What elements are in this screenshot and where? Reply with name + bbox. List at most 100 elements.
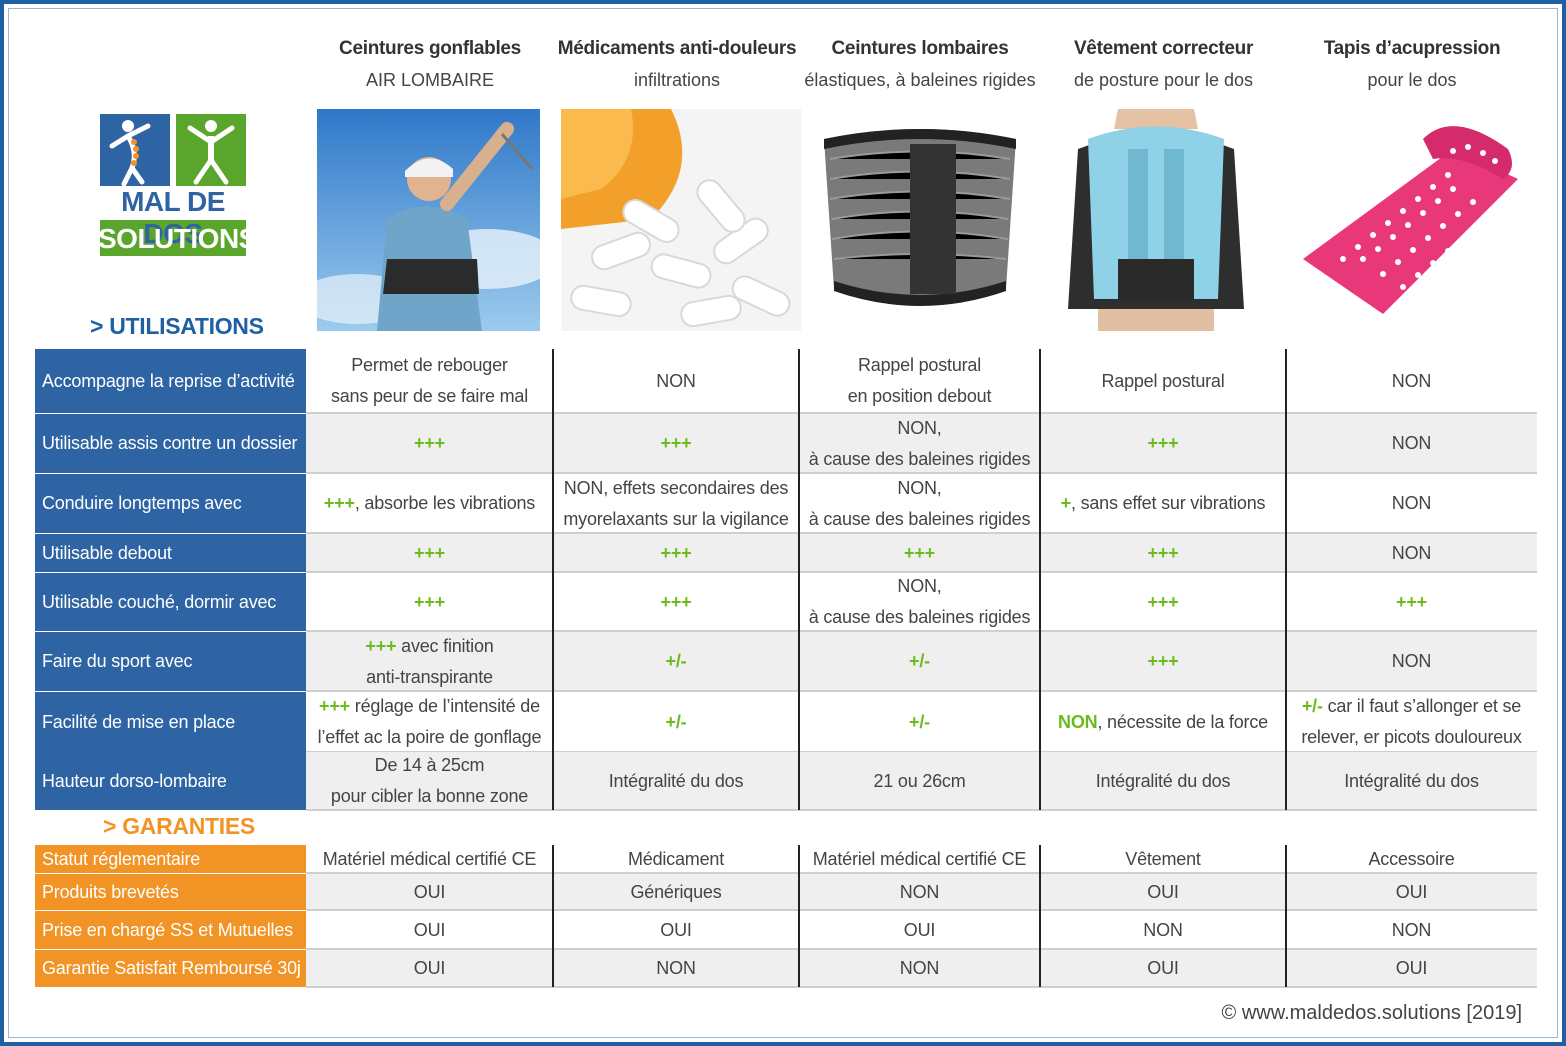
inner-frame xyxy=(8,8,1558,1038)
util-cell: 21 ou 26cm xyxy=(799,752,1040,810)
logo-line2: SOLUTIONS xyxy=(98,223,257,254)
row-divider xyxy=(306,948,1537,950)
util-cell: Permet de rebouger sans peur de se faire … xyxy=(306,349,553,413)
util-row-label: Utilisable assis contre un dossier xyxy=(35,414,306,473)
gar-cell: Génériques xyxy=(553,874,799,910)
util-cell: +++ xyxy=(306,534,553,572)
util-cell: NON xyxy=(1286,534,1537,572)
row-divider xyxy=(306,872,1537,874)
util-cell: Intégralité du dos xyxy=(553,752,799,810)
cell-value: NON xyxy=(899,881,940,902)
util-cell: +++ xyxy=(553,414,799,473)
photo-golfer-belt xyxy=(317,109,540,331)
gar-row-label: Prise en chargé SS et Mutuelles xyxy=(35,911,306,949)
cell-value: Intégralité du dos xyxy=(608,770,744,791)
cell-value: OUI xyxy=(1147,958,1179,978)
gar-cell: OUI xyxy=(1040,874,1286,910)
cell-value: NON xyxy=(1391,651,1432,671)
row-divider xyxy=(306,630,1537,632)
util-cell: NON xyxy=(1286,349,1537,413)
util-cell: NON, nécessite de la force xyxy=(1040,692,1286,752)
util-cell: +++ réglage de l’intensité de l’effet ac … xyxy=(306,692,553,752)
cell-line-2: relever, er picots douloureux xyxy=(1301,727,1522,747)
row-divider xyxy=(306,809,1537,811)
gar-cell: NON xyxy=(553,950,799,987)
gar-cell: Matériel médical certifié CE xyxy=(799,845,1040,873)
rating-value: +/- xyxy=(909,711,930,732)
cell-value: Médicament xyxy=(627,848,725,869)
cell-value: NON xyxy=(1391,370,1432,391)
cell-line-2: anti-transpirante xyxy=(366,666,493,687)
cell-value: Intégralité du dos xyxy=(1344,770,1479,791)
util-cell: +++ xyxy=(1040,573,1286,631)
gar-cell: OUI xyxy=(306,950,553,987)
util-cell: +/- xyxy=(799,692,1040,752)
util-cell: De 14 à 25cm pour cibler la bonne zone xyxy=(306,752,553,810)
gar-row: Prise en chargé SS et Mutuelles OUI OUI OUI… xyxy=(35,911,1537,949)
cell-value: OUI xyxy=(660,919,692,940)
rating-value: +/- xyxy=(909,651,930,671)
cell-line-1: NON, xyxy=(897,477,942,498)
util-cell: +/- xyxy=(799,632,1040,691)
util-cell: +++ xyxy=(1286,573,1537,631)
cell-line-2: à cause des baleines rigides xyxy=(808,607,1031,627)
cell-value: Intégralité du dos xyxy=(1095,770,1231,791)
column-header-tapis-acupression: Tapis d’acupression pour le dos xyxy=(1323,38,1501,90)
util-cell: +/- xyxy=(553,632,799,691)
cell-line-2: pour cibler la bonne zone xyxy=(330,786,529,806)
util-cell: NON xyxy=(1286,632,1537,691)
gar-row: Statut réglementaire Matériel médical cer… xyxy=(35,845,1537,873)
column-divider xyxy=(798,349,800,810)
util-cell: NON xyxy=(553,349,799,413)
cell-value: OUI xyxy=(413,958,446,978)
cell-value: 21 ou 26cm xyxy=(873,770,966,791)
column-header-vetement-correcteur: Vêtement correcteur de posture pour le do… xyxy=(1073,38,1254,90)
gar-cell: Matériel médical certifié CE xyxy=(306,845,553,873)
gar-cell: NON xyxy=(1040,911,1286,949)
column-header-ceintures-lombaires: Ceintures lombaires élastiques, à baleine… xyxy=(804,38,1036,90)
cell-value: OUI xyxy=(1147,881,1179,902)
util-cell: +++ xyxy=(799,534,1040,572)
cell-line-1: NON, xyxy=(897,417,942,438)
cell-line-2: à cause des baleines rigides xyxy=(808,448,1031,469)
photo-acupressure-mat xyxy=(1303,109,1523,331)
column-divider xyxy=(1285,845,1287,987)
cell-value: Vêtement xyxy=(1125,848,1201,869)
util-cell: +++ xyxy=(553,573,799,631)
photo-pills xyxy=(561,109,801,331)
gar-cell: OUI xyxy=(1040,950,1286,987)
util-cell: +, sans effet sur vibrations xyxy=(1040,474,1286,533)
cell-value: Accessoire xyxy=(1368,848,1455,869)
util-cell: Rappel postural xyxy=(1040,349,1286,413)
util-row: Facilité de mise en place +++ réglage de … xyxy=(35,692,1537,752)
util-cell: NON xyxy=(1286,414,1537,473)
row-divider xyxy=(306,472,1537,474)
util-row: Conduire longtemps avec +++, absorbe les … xyxy=(35,474,1537,533)
cell-value: NON xyxy=(1143,919,1183,940)
cell-line-2: en position debout xyxy=(847,386,992,406)
rating-value: +++ xyxy=(414,591,445,612)
util-row-label: Accompagne la reprise d’activité xyxy=(35,349,306,413)
cell-value: NON xyxy=(656,958,696,978)
cell-line-1: Rappel postural xyxy=(857,355,982,375)
rating-value: +++ xyxy=(1396,591,1427,612)
cell-line-2: à cause des baleines rigides xyxy=(808,508,1031,529)
gar-cell: OUI xyxy=(306,911,553,949)
cell-value: NON xyxy=(1391,542,1432,563)
util-cell: Rappel postural en position debout xyxy=(799,349,1040,413)
rating-value: +++ xyxy=(1147,651,1179,671)
gar-cell: Vêtement xyxy=(1040,845,1286,873)
section-title-garanties: > GARANTIES xyxy=(103,813,255,839)
cell-value: NON xyxy=(1391,493,1432,513)
photo-posture-corrector xyxy=(1058,109,1254,331)
cell-line-1: Permet de rebouger xyxy=(351,355,508,375)
util-row-label: Hauteur dorso-lombaire xyxy=(35,752,306,810)
cell-value: OUI xyxy=(1395,958,1428,978)
cell-value: OUI xyxy=(413,881,446,902)
rating-value: +++ xyxy=(1147,591,1179,612)
rating-value: +++ xyxy=(323,493,355,513)
cell-value: OUI xyxy=(413,919,446,940)
cell-line-1: De 14 à 25cm xyxy=(374,755,485,775)
rating-value: +++ xyxy=(414,542,445,563)
